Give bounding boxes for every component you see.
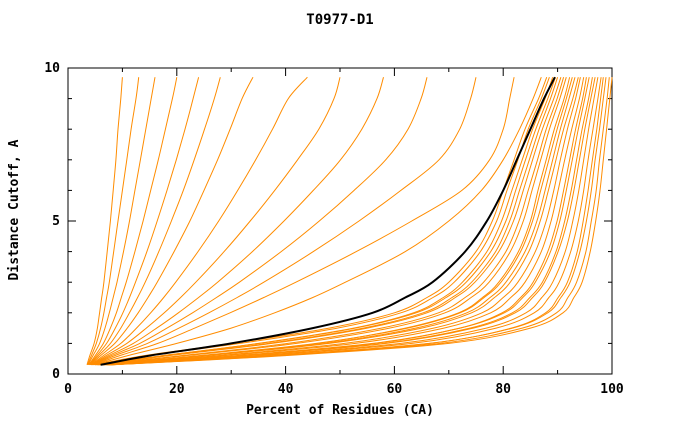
curve-black bbox=[100, 76, 556, 366]
chart-title: T0977-D1 bbox=[306, 12, 373, 28]
curve-orange-26 bbox=[102, 77, 579, 366]
y-tick-label: 5 bbox=[52, 214, 60, 229]
tick-labels: 0 20 40 60 80 100 0 5 10 bbox=[44, 61, 624, 397]
axis-ticks bbox=[67, 67, 613, 375]
curve-orange-32 bbox=[107, 77, 596, 366]
curve-orange-16 bbox=[95, 77, 550, 366]
x-axis-label: Percent of Residues (CA) bbox=[246, 403, 434, 418]
curve-orange-08 bbox=[90, 76, 308, 366]
y-axis-label: Distance Cutoff, A bbox=[7, 139, 22, 280]
x-tick-label: 40 bbox=[278, 382, 294, 397]
x-tick-label: 20 bbox=[169, 382, 185, 397]
curve-orange-04 bbox=[88, 77, 178, 366]
curve-orange-06 bbox=[89, 77, 221, 366]
curve-orange-34 bbox=[108, 77, 602, 366]
curve-orange-11 bbox=[92, 77, 428, 366]
curve-orange-38 bbox=[111, 77, 613, 366]
x-tick-label: 60 bbox=[387, 382, 403, 397]
x-tick-label: 80 bbox=[495, 382, 511, 397]
curve-orange-28 bbox=[104, 77, 585, 366]
x-tick-label: 100 bbox=[600, 382, 624, 397]
curve-orange-24 bbox=[101, 77, 573, 366]
curve-orange-21 bbox=[99, 77, 565, 366]
curve-orange-36 bbox=[109, 77, 607, 366]
curve-orange-14 bbox=[95, 77, 542, 366]
curve-orange-20 bbox=[98, 77, 562, 366]
curve-orange-05 bbox=[88, 77, 200, 366]
curve-orange-02 bbox=[87, 77, 140, 365]
model-curves bbox=[86, 76, 613, 366]
curve-orange-15 bbox=[95, 77, 548, 366]
curve-orange-22 bbox=[100, 77, 567, 366]
curve-orange-18 bbox=[97, 77, 556, 366]
x-tick-label: 0 bbox=[64, 382, 72, 397]
curve-orange-33 bbox=[107, 77, 599, 366]
curve-orange-09 bbox=[91, 77, 341, 366]
y-tick-label: 0 bbox=[52, 367, 60, 382]
curve-orange-30 bbox=[106, 77, 590, 366]
curve-orange-13 bbox=[93, 77, 515, 366]
curve-orange-10 bbox=[91, 77, 384, 366]
curve-orange-01 bbox=[86, 77, 123, 365]
curve-orange-03 bbox=[87, 77, 156, 366]
y-tick-label: 10 bbox=[44, 61, 60, 76]
curve-orange-27 bbox=[103, 77, 581, 366]
curve-orange-07 bbox=[89, 76, 254, 366]
curve-orange-12 bbox=[92, 77, 477, 366]
